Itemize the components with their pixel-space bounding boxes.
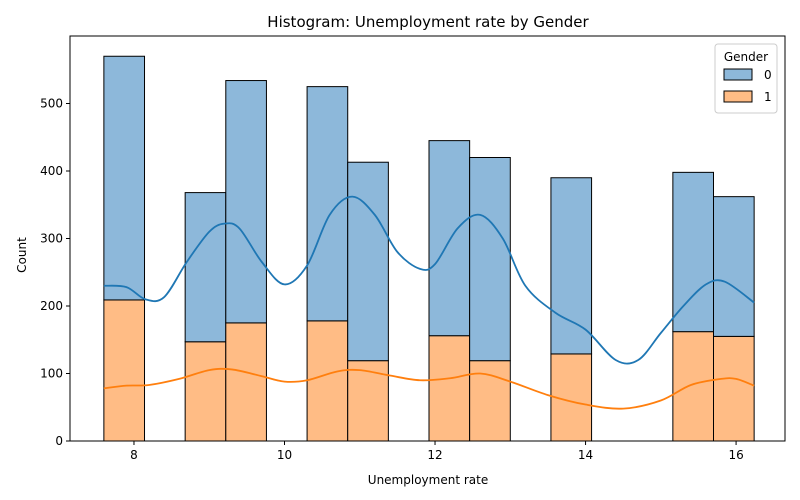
bar-gender-0-bin-8 (672, 171, 715, 333)
y-tick-label-0: 0 (55, 434, 63, 448)
legend-label-1: 1 (764, 90, 772, 104)
bar-gender-0-bin-4 (347, 161, 389, 362)
kde-line-gender-0 (103, 195, 755, 365)
bar-gender-0-bin-6 (469, 157, 511, 362)
bar-gender-1-bin-8 (672, 331, 715, 442)
kde-line-gender-1 (103, 367, 755, 410)
bar-gender-1-bin-5 (428, 335, 471, 442)
y-tick-label-400: 400 (40, 164, 63, 178)
y-axis-label: Count (15, 237, 29, 273)
bar-gender-0-bin-9 (713, 196, 755, 337)
x-tick-label-10: 10 (277, 448, 292, 462)
bar-gender-1-bin-2 (225, 322, 267, 442)
bar-gender-1-bin-0 (103, 299, 146, 442)
x-tick-label-16: 16 (728, 448, 743, 462)
bar-gender-1-bin-9 (713, 335, 755, 442)
bar-gender-1-bin-3 (306, 320, 349, 442)
legend-title: Gender (724, 50, 768, 64)
bar-gender-1-bin-1 (184, 341, 227, 442)
y-tick-label-300: 300 (40, 232, 63, 246)
x-tick-label-12: 12 (427, 448, 442, 462)
x-tick-label-8: 8 (130, 448, 138, 462)
kde-layer (103, 195, 755, 410)
x-tick-label-14: 14 (578, 448, 593, 462)
bar-gender-0-bin-7 (550, 177, 593, 355)
bar-gender-1-bin-4 (347, 360, 389, 442)
legend: Gender 0 1 (714, 43, 778, 114)
bar-gender-0-bin-3 (306, 86, 349, 322)
legend-swatch-0 (723, 68, 753, 81)
legend-swatch-1 (723, 90, 753, 103)
ticks-layer: 8 10 12 14 16 0 100 200 300 400 500 (40, 97, 744, 463)
legend-label-0: 0 (764, 68, 772, 82)
y-tick-label-200: 200 (40, 299, 63, 313)
chart-title: Histogram: Unemployment rate by Gender (267, 13, 589, 31)
x-axis-label: Unemployment rate (368, 473, 488, 487)
bars-layer (103, 55, 755, 442)
bar-gender-0-bin-1 (184, 192, 227, 343)
y-tick-label-500: 500 (40, 97, 63, 111)
bar-gender-0-bin-5 (428, 140, 471, 337)
y-tick-label-100: 100 (40, 367, 63, 381)
bar-gender-0-bin-2 (225, 80, 267, 324)
bar-gender-0-bin-0 (103, 55, 146, 301)
